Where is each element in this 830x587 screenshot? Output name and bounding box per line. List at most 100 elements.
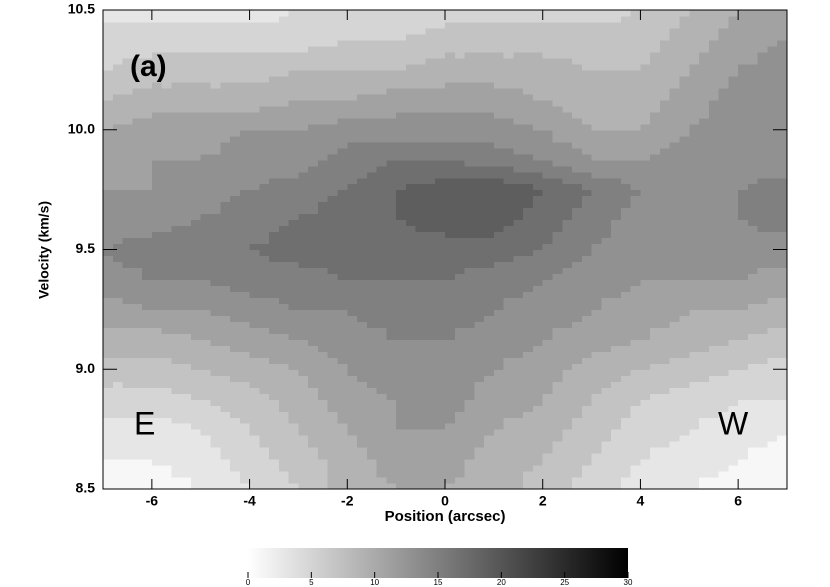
contour-cell (220, 333, 231, 340)
contour-cell (640, 99, 651, 107)
contour-cell (200, 387, 212, 394)
contour-cell (220, 159, 231, 167)
contour-cell (523, 279, 534, 287)
contour-cell (659, 159, 671, 167)
contour-cell (611, 129, 622, 137)
contour-cell (562, 453, 573, 460)
contour-cell (103, 261, 114, 269)
contour-cell (718, 405, 729, 412)
contour-cell (620, 297, 632, 304)
contour-cell (679, 423, 690, 430)
contour-cell (171, 249, 182, 257)
contour-cell (103, 177, 114, 185)
contour-cell (611, 399, 622, 406)
contour-cell (650, 255, 661, 263)
contour-cell (454, 375, 466, 382)
contour-cell (269, 87, 280, 95)
contour-cell (620, 369, 632, 376)
contour-cell (376, 237, 387, 245)
contour-cell (572, 417, 583, 424)
contour-cell (630, 459, 642, 466)
contour-cell (493, 171, 505, 179)
contour-cell (659, 393, 671, 400)
contour-cell (220, 171, 231, 179)
contour-cell (435, 369, 446, 376)
contour-cell (386, 159, 397, 167)
contour-cell (581, 123, 593, 131)
contour-cell (640, 315, 651, 322)
contour-cell (591, 405, 602, 412)
contour-cell (142, 171, 153, 179)
contour-cell (581, 435, 593, 442)
contour-cell (581, 183, 593, 191)
contour-cell (161, 459, 172, 466)
contour-cell (445, 393, 456, 400)
contour-cell (689, 195, 700, 203)
contour-cell (591, 387, 602, 394)
contour-cell (581, 231, 593, 239)
contour-cell (572, 189, 583, 197)
contour-cell (747, 381, 759, 388)
contour-cell (269, 123, 280, 131)
contour-cell (620, 453, 632, 460)
contour-cell (581, 453, 593, 460)
contour-cell (445, 471, 456, 478)
contour-cell (181, 429, 192, 436)
contour-cell (572, 441, 583, 448)
contour-cell (699, 417, 710, 424)
contour-cell (405, 237, 417, 245)
contour-cell (357, 417, 368, 424)
contour-cell (542, 189, 554, 197)
contour-cell (122, 339, 133, 346)
contour-cell (347, 363, 358, 370)
contour-cell (230, 375, 241, 382)
contour-cell (562, 483, 573, 490)
contour-cell (425, 471, 436, 478)
contour-cell (552, 429, 563, 436)
contour-cell (347, 141, 358, 149)
contour-cell (640, 453, 651, 460)
contour-cell (689, 267, 700, 275)
contour-cell (249, 345, 260, 352)
contour-cell (132, 321, 143, 328)
contour-cell (630, 471, 642, 478)
contour-cell (454, 171, 466, 179)
contour-cell (298, 273, 309, 281)
contour-cell (220, 249, 231, 257)
contour-cell (767, 477, 778, 484)
contour-cell (122, 273, 133, 281)
contour-cell (572, 327, 583, 334)
contour-cell (278, 177, 290, 185)
contour-cell (484, 183, 495, 191)
contour-cell (142, 375, 153, 382)
contour-cell (464, 369, 475, 376)
contour-cell (376, 141, 387, 149)
contour-cell (767, 231, 778, 239)
contour-cell (493, 291, 505, 298)
contour-cell (728, 483, 739, 490)
contour-cell (298, 333, 309, 340)
contour-cell (210, 225, 221, 233)
contour-cell (181, 393, 192, 400)
contour-cell (415, 153, 427, 161)
contour-cell (747, 471, 759, 478)
contour-cell (552, 153, 563, 161)
contour-cell (132, 69, 143, 77)
contour-cell (777, 111, 788, 119)
contour-cell (738, 153, 749, 161)
contour-cell (190, 387, 202, 394)
contour-cell (757, 255, 769, 263)
contour-cell (620, 357, 632, 364)
contour-cell (454, 189, 466, 197)
contour-cell (445, 309, 456, 316)
contour-cell (552, 459, 563, 466)
contour-cell (542, 483, 554, 490)
contour-cell (464, 99, 475, 107)
contour-cell (103, 435, 114, 442)
contour-cell (259, 87, 270, 95)
contour-cell (474, 171, 485, 179)
contour-cell (620, 345, 632, 352)
contour-cell (669, 333, 681, 340)
contour-cell (308, 195, 319, 203)
contour-cell (650, 171, 661, 179)
